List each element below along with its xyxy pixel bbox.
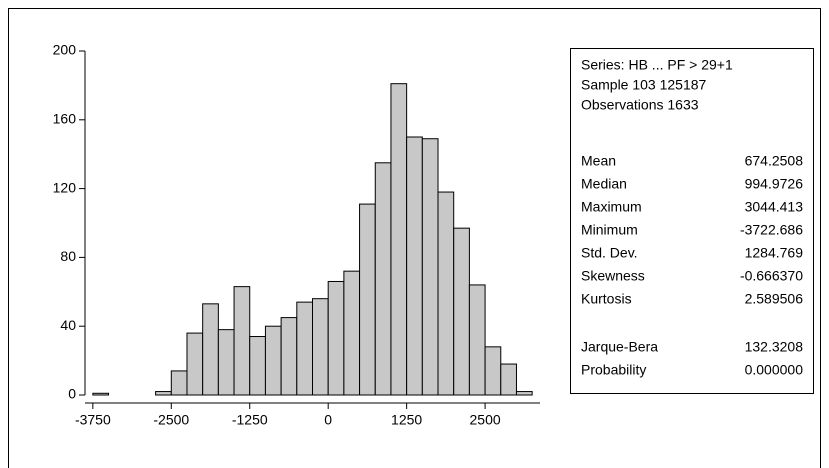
bar [343, 270, 361, 396]
stats-box [570, 48, 814, 394]
bar [468, 284, 486, 396]
stats-value: 994.9726 [745, 176, 804, 192]
x-tick-label: 1250 [391, 412, 422, 428]
bar [202, 303, 219, 396]
bar [453, 227, 470, 396]
stats-line: Series: HB ... PF > 29+1 [581, 57, 733, 73]
x-tick-label: -3750 [75, 412, 111, 428]
bar [155, 391, 172, 396]
stats-value: 1284.769 [745, 245, 804, 261]
bar [264, 325, 282, 396]
stats-value: 132.3208 [745, 339, 804, 355]
stats-value: -0.666370 [740, 268, 803, 284]
stats-label: Minimum [581, 222, 638, 238]
bar [280, 317, 298, 396]
stats-label: Jarque-Bera [581, 339, 658, 355]
stats-label: Median [581, 176, 627, 192]
bar [312, 298, 329, 396]
bar [359, 203, 376, 396]
x-tick-label: -1250 [232, 412, 268, 428]
stats-value: 3044.413 [745, 199, 804, 215]
bar [249, 336, 266, 396]
y-tick-label: 0 [68, 386, 76, 402]
stats-label: Mean [581, 153, 616, 169]
y-tick-label: 80 [60, 248, 76, 264]
x-tick-label: 2500 [470, 412, 501, 428]
bar [327, 280, 345, 396]
x-tick-label: -2500 [153, 412, 189, 428]
y-tick-label: 40 [60, 317, 76, 333]
frame [8, 8, 821, 468]
stats-label: Skewness [581, 268, 645, 284]
bar [374, 162, 392, 396]
y-tick-label: 160 [53, 111, 77, 127]
bar [406, 136, 423, 396]
bar [217, 329, 235, 396]
bar [500, 363, 517, 396]
stats-value: 0.000000 [745, 362, 804, 378]
stats-label: Kurtosis [581, 291, 632, 307]
stats-label: Maximum [581, 199, 642, 215]
stats-value: 674.2508 [745, 153, 804, 169]
stats-line: Observations 1633 [581, 97, 699, 113]
stats-label: Probability [581, 362, 646, 378]
stats-line: Sample 103 125187 [581, 77, 707, 93]
bar [92, 392, 110, 396]
y-tick-label: 120 [53, 179, 77, 195]
bar [437, 191, 455, 396]
stats-value: -3722.686 [740, 222, 803, 238]
bar [186, 332, 204, 396]
bar [296, 301, 313, 396]
bar [515, 391, 533, 396]
x-tick-label: 0 [324, 412, 332, 428]
bar [390, 83, 408, 396]
y-tick-label: 200 [53, 42, 77, 58]
bar [421, 138, 439, 396]
bar [233, 286, 251, 396]
bar [170, 370, 188, 396]
bar [484, 346, 502, 396]
stats-value: 2.589506 [745, 291, 804, 307]
stats-label: Std. Dev. [581, 245, 638, 261]
